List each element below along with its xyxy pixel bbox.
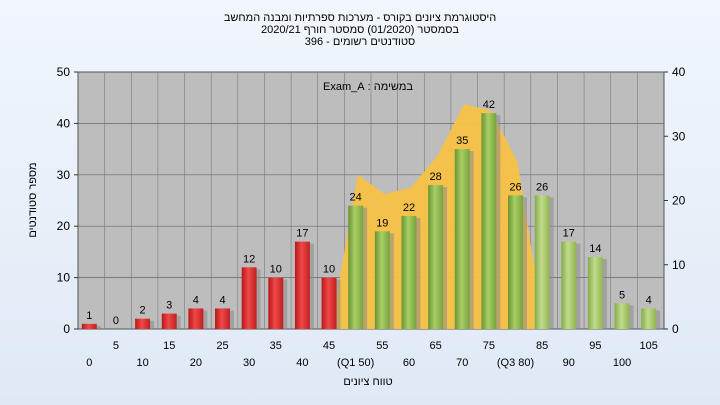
y-tick-label: 20: [57, 219, 71, 233]
y2-tick-label: 30: [672, 129, 686, 143]
bar-50: [348, 205, 364, 329]
data-label: 2: [140, 305, 146, 317]
data-label: 26: [509, 181, 521, 193]
data-label: 4: [219, 294, 225, 306]
x-tick-label: (Q1 50): [337, 357, 374, 369]
y2-tick-label: 0: [672, 322, 679, 336]
y-tick-label: 10: [57, 271, 71, 285]
data-label: 35: [456, 135, 468, 147]
data-label: 10: [270, 264, 282, 276]
x-tick-label: 35: [270, 340, 282, 352]
x-tick-label: 70: [456, 357, 468, 369]
x-axis-title: טווח ציונים: [343, 376, 392, 388]
bar-15: [161, 313, 177, 329]
x-tick-label: 95: [589, 340, 601, 352]
bar-85: [534, 195, 550, 329]
y2-tick-label: 40: [672, 65, 686, 79]
bar-60: [401, 215, 417, 329]
data-label: 4: [646, 294, 652, 306]
y-tick-label: 30: [57, 168, 71, 182]
bar-80: [508, 195, 523, 329]
data-label: 42: [483, 99, 495, 111]
y-tick-label: 50: [57, 65, 71, 79]
data-label: 17: [296, 228, 308, 240]
x-tick-label: 10: [136, 357, 148, 369]
bar-95: [587, 257, 603, 329]
data-label: 3: [166, 300, 172, 312]
x-tick-label: 90: [563, 357, 575, 369]
x-tick-label: 0: [86, 357, 92, 369]
y2-tick-label: 10: [672, 258, 686, 272]
x-tick-label: 75: [483, 340, 495, 352]
y-tick-label: 40: [57, 116, 71, 130]
bar-35: [268, 277, 284, 329]
bar-75: [481, 113, 497, 330]
x-tick-label: 85: [536, 340, 548, 352]
data-label: 0: [113, 315, 119, 327]
x-tick-label: 45: [323, 340, 335, 352]
y-axis-right: 0 10 20 30 40: [664, 65, 686, 336]
data-label: 1: [86, 310, 92, 322]
x-tick-label: 15: [163, 340, 175, 352]
x-tick-label: 20: [190, 357, 202, 369]
data-label: 4: [193, 294, 199, 306]
bar-30: [241, 267, 257, 329]
x-tick-label: 60: [403, 357, 415, 369]
bar-65: [428, 185, 444, 329]
bar-105: [641, 308, 657, 329]
data-label: 12: [243, 253, 255, 265]
data-label: 26: [536, 181, 548, 193]
data-label: 5: [619, 289, 625, 301]
data-label: 10: [323, 264, 335, 276]
bar-20: [188, 308, 204, 329]
data-label: 17: [563, 228, 575, 240]
bar-25: [215, 308, 230, 329]
data-label: 19: [376, 217, 388, 229]
bar-55: [374, 231, 390, 329]
y-axis-left: 0 10 20 30 40 50: [57, 65, 78, 336]
x-tick-label: 105: [640, 340, 658, 352]
x-axis: 0 5 10 15 20 25 30 35 40 45(Q1 50)55 60 65 70 75(Q3 8…: [86, 340, 658, 369]
x-tick-label: 25: [216, 340, 228, 352]
bar-70: [454, 149, 470, 329]
x-tick-label: 55: [376, 340, 388, 352]
bar-90: [561, 241, 577, 329]
bar-100: [614, 303, 630, 329]
bars: [81, 113, 661, 330]
y2-tick-label: 20: [672, 194, 686, 208]
x-tick-label: 40: [296, 357, 308, 369]
data-label: 24: [350, 192, 362, 204]
x-tick-label: 65: [429, 340, 441, 352]
bar-10: [135, 318, 151, 329]
y-tick-label: 0: [63, 322, 70, 336]
data-label: 28: [429, 171, 441, 183]
x-tick-label: 30: [243, 357, 255, 369]
data-label: 22: [403, 202, 415, 214]
bar-45: [321, 277, 337, 329]
x-tick-label: (Q3 80): [497, 357, 534, 369]
bar-0: [81, 323, 97, 329]
x-tick-label: 5: [113, 340, 119, 352]
assignment-label: במשימה : Exam_A: [323, 81, 413, 93]
data-label: 14: [589, 243, 601, 255]
chart-title: היסטוגרמת ציונים בקורס - מערכות ספרתיות …: [223, 12, 497, 24]
chart-subtitle-semester: בסמסטר (01/2020) סמסטר חורף 2020/21: [260, 24, 460, 36]
bar-40: [294, 241, 310, 329]
chart-subtitle-students: סטודנטים רשומים - 396: [304, 36, 416, 48]
y-axis-title: מספר סטודנטים: [27, 162, 39, 237]
x-tick-label: 100: [613, 357, 631, 369]
